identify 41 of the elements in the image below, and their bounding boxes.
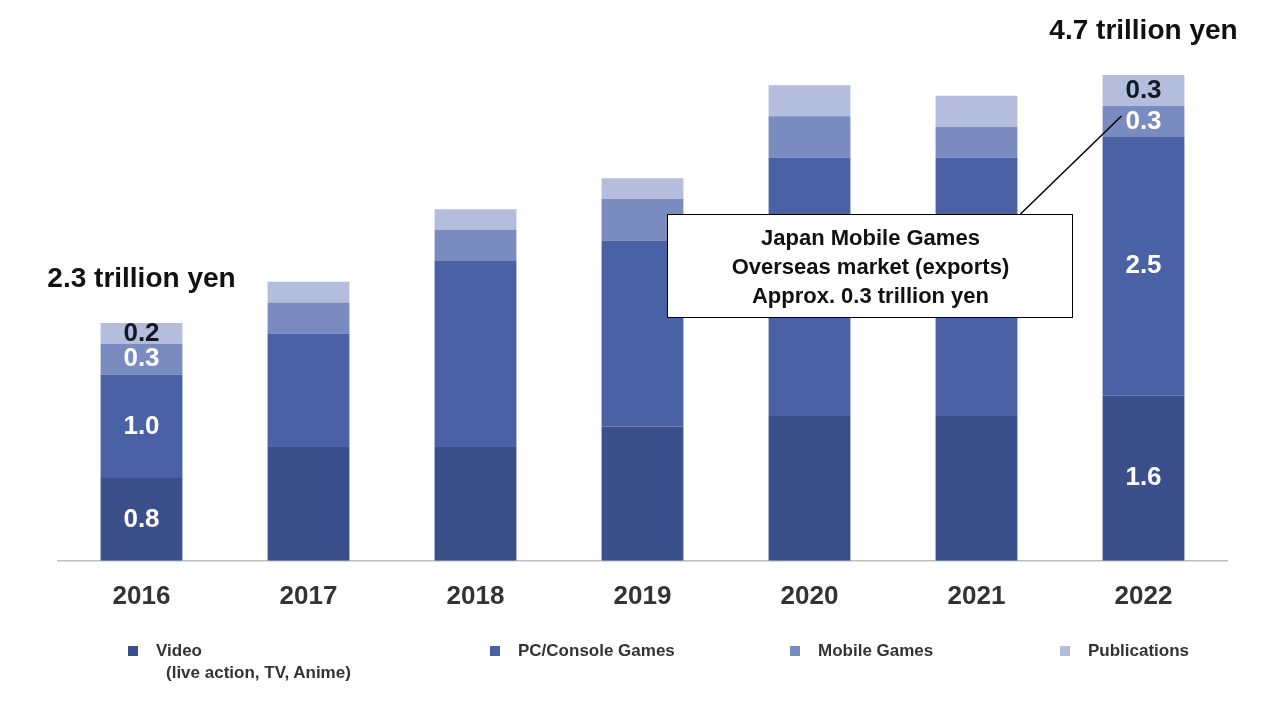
x-tick-label: 2016 bbox=[112, 579, 171, 610]
bar bbox=[601, 426, 684, 561]
bar bbox=[768, 416, 851, 561]
bar bbox=[434, 230, 517, 262]
bar bbox=[768, 116, 851, 158]
legend-label: Publications bbox=[1088, 640, 1190, 660]
bar bbox=[768, 85, 851, 117]
total-label: 2.3 trillion yen bbox=[47, 261, 236, 293]
legend-label: PC/Console Games bbox=[518, 640, 675, 660]
x-tick-label: 2020 bbox=[780, 579, 839, 610]
bar bbox=[1102, 395, 1185, 561]
bar bbox=[935, 416, 1018, 561]
bar bbox=[1102, 137, 1185, 396]
x-tick-label: 2017 bbox=[279, 579, 338, 610]
bar bbox=[601, 240, 684, 427]
x-tick-label: 2021 bbox=[947, 579, 1006, 610]
data-label: 1.0 bbox=[123, 409, 160, 440]
bar bbox=[434, 261, 517, 448]
x-tick-label: 2022 bbox=[1114, 579, 1173, 610]
data-label: 1.6 bbox=[1125, 461, 1162, 492]
bar bbox=[267, 302, 350, 334]
x-tick-label: 2019 bbox=[613, 579, 672, 610]
bar bbox=[100, 478, 183, 561]
data-label: 0.3 bbox=[1125, 104, 1162, 135]
bar bbox=[267, 281, 350, 303]
bar bbox=[100, 374, 183, 479]
data-label: 0.8 bbox=[123, 502, 160, 533]
bar bbox=[267, 333, 350, 448]
bar bbox=[601, 178, 684, 200]
bar bbox=[434, 209, 517, 231]
bar bbox=[434, 447, 517, 561]
x-tick-label: 2018 bbox=[446, 579, 505, 610]
data-label: 0.3 bbox=[1125, 73, 1162, 104]
bar bbox=[935, 95, 1018, 127]
total-label: 4.7 trillion yen bbox=[1049, 13, 1238, 45]
data-label: 2.5 bbox=[1125, 249, 1162, 280]
callout-box: Japan Mobile Games Overseas market (exports) Approx. 0.3 trillion yen bbox=[667, 214, 1074, 318]
bar bbox=[267, 447, 350, 561]
bar bbox=[935, 126, 1018, 158]
legend-label: Mobile Games bbox=[818, 640, 934, 660]
legend-label: Video (live action, TV, Anime) bbox=[156, 640, 351, 682]
